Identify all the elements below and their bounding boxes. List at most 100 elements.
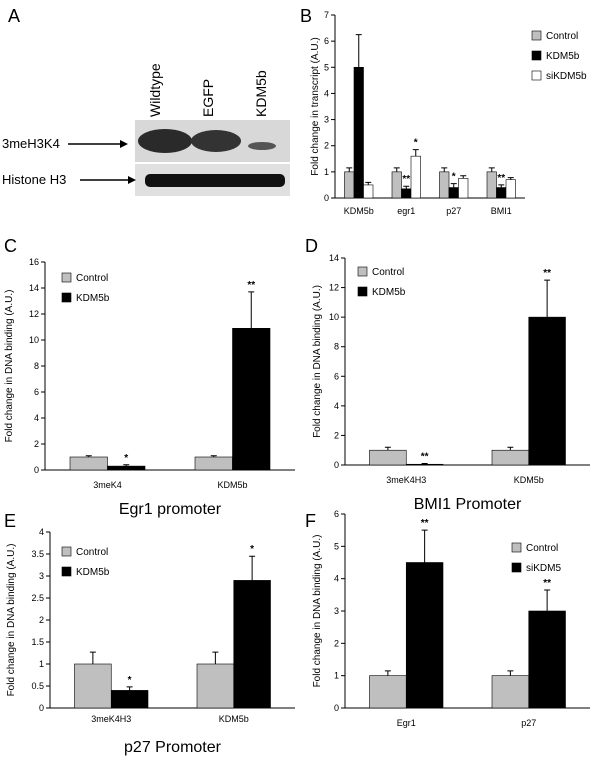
error-bar	[126, 686, 133, 691]
legend-label: Control	[76, 273, 108, 284]
bar	[110, 690, 149, 709]
y-tick-label: 3	[324, 115, 329, 125]
blot-band	[191, 130, 241, 152]
significance-mark: **	[421, 452, 429, 463]
x-tick-label: 3meK4	[93, 480, 122, 490]
significance-mark: **	[402, 174, 410, 185]
x-axis-label: p27 Promoter	[124, 739, 222, 756]
arrow-head	[120, 140, 128, 148]
error-bar	[365, 181, 372, 185]
legend-label: KDM5b	[546, 51, 580, 62]
y-tick-label: 4	[334, 574, 339, 584]
y-tick-label: 0	[334, 703, 339, 713]
blot-panel: A Wildtype EGFP KDM5b 3meH3K4 Histone H3	[2, 6, 290, 196]
bar	[194, 456, 233, 471]
y-tick-label: 8	[34, 361, 39, 371]
arrow-head	[128, 176, 136, 184]
legend-label: KDM5b	[76, 293, 110, 304]
legend-label: Control	[372, 267, 404, 278]
y-tick-label: 2	[39, 615, 44, 625]
significance-mark: *	[452, 172, 456, 183]
legend-label: Control	[546, 31, 578, 42]
y-tick-label: 1	[334, 671, 339, 681]
error-bar	[212, 651, 219, 664]
y-tick-label: 8	[334, 342, 339, 352]
x-tick-label: KDM5b	[219, 714, 249, 724]
y-tick-label: 12	[329, 283, 339, 293]
bar	[369, 449, 407, 466]
error-bar	[507, 446, 514, 451]
bar	[405, 562, 444, 709]
y-tick-label: 5	[324, 62, 329, 72]
y-axis-label: Fold change in transcript (A.U.)	[310, 37, 321, 175]
significance-mark: **	[543, 268, 551, 279]
legend-label: Control	[526, 543, 558, 554]
legend-label: KDM5b	[76, 567, 110, 578]
legend-swatch	[531, 30, 542, 41]
bar	[496, 187, 507, 199]
bar	[439, 171, 450, 199]
legend-swatch	[61, 292, 72, 303]
y-tick-label: 4	[334, 401, 339, 411]
row-label: Histone H3	[2, 172, 66, 187]
bar	[491, 675, 530, 709]
error-bar	[498, 184, 505, 188]
legend-swatch	[61, 272, 72, 283]
legend-swatch	[531, 70, 542, 81]
bar	[486, 171, 497, 199]
bar	[369, 675, 407, 709]
lane-label: EGFP	[200, 79, 216, 117]
legend-swatch	[61, 546, 72, 557]
significance-mark: **	[543, 578, 551, 589]
significance-mark: **	[247, 280, 255, 291]
bar	[491, 449, 530, 466]
y-axis-label: Fold change in DNA binding (A.U.)	[6, 544, 17, 697]
y-tick-label: 2.5	[31, 593, 44, 603]
significance-mark: *	[414, 138, 418, 149]
x-tick-label: Egr1	[397, 718, 416, 728]
y-tick-label: 2	[324, 141, 329, 151]
legend-label: siKDM5	[526, 563, 561, 574]
y-tick-label: 4	[34, 413, 39, 423]
y-tick-label: 14	[29, 283, 39, 293]
y-tick-label: 3	[334, 606, 339, 616]
y-tick-label: 4	[39, 527, 44, 537]
error-bar	[441, 167, 448, 172]
panel-letter: D	[305, 236, 318, 256]
bar	[410, 155, 421, 199]
y-tick-label: 7	[324, 10, 329, 20]
bar	[528, 316, 566, 466]
x-tick-label: KDM5b	[514, 475, 544, 485]
panel-letter: B	[300, 6, 312, 26]
y-tick-label: 2	[334, 638, 339, 648]
error-bar	[123, 464, 130, 467]
y-tick-label: 0	[324, 193, 329, 203]
significance-mark: *	[128, 675, 132, 686]
y-tick-label: 6	[324, 36, 329, 46]
bar	[528, 610, 566, 709]
y-tick-label: 6	[334, 371, 339, 381]
y-axis-label: Fold change in DNA binding (A.U.)	[312, 285, 323, 438]
error-bar	[507, 670, 514, 676]
panel-letter: A	[8, 6, 20, 26]
bar	[196, 663, 235, 709]
error-bar	[421, 463, 428, 465]
error-bar	[393, 167, 400, 172]
x-axis-label: Egr1 promoter	[119, 501, 222, 518]
y-tick-label: 14	[329, 253, 339, 263]
error-bar	[544, 279, 551, 318]
y-tick-label: 6	[334, 509, 339, 519]
bar	[74, 663, 112, 709]
y-tick-label: 6	[34, 387, 39, 397]
y-tick-label: 10	[329, 312, 339, 322]
x-tick-label: 3meK4H3	[91, 714, 131, 724]
bar	[401, 188, 412, 199]
bar	[505, 179, 516, 199]
error-bar	[460, 175, 467, 179]
blot-band	[248, 142, 276, 150]
legend-swatch	[357, 286, 368, 297]
error-bar	[248, 291, 255, 329]
error-bar	[507, 177, 514, 180]
bar	[458, 178, 469, 199]
y-tick-label: 0.5	[31, 681, 44, 691]
